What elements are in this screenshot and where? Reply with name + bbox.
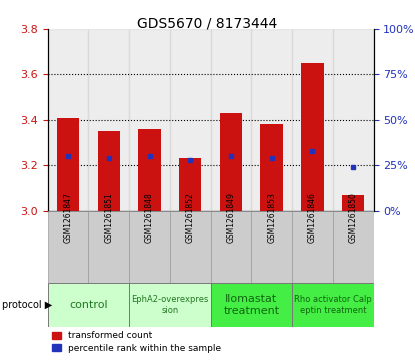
Legend: transformed count, percentile rank within the sample: transformed count, percentile rank withi… <box>52 331 222 353</box>
Bar <box>220 113 242 211</box>
Bar <box>129 29 170 211</box>
Text: control: control <box>69 300 108 310</box>
Text: GSM1261848: GSM1261848 <box>145 192 154 243</box>
Bar <box>333 29 374 211</box>
Text: GSM1261849: GSM1261849 <box>227 192 235 243</box>
Text: Ilomastat
treatment: Ilomastat treatment <box>223 294 279 316</box>
Bar <box>261 124 283 211</box>
FancyBboxPatch shape <box>210 211 251 283</box>
Bar <box>170 29 211 211</box>
Bar <box>138 129 161 211</box>
Text: GSM1261847: GSM1261847 <box>63 192 73 243</box>
Bar <box>301 63 324 211</box>
Text: GSM1261846: GSM1261846 <box>308 192 317 243</box>
Text: GSM1261853: GSM1261853 <box>267 192 276 243</box>
FancyBboxPatch shape <box>48 283 129 327</box>
Text: GSM1261852: GSM1261852 <box>186 192 195 243</box>
Bar <box>98 131 120 211</box>
Bar <box>210 29 251 211</box>
Text: GDS5670 / 8173444: GDS5670 / 8173444 <box>137 16 278 30</box>
FancyBboxPatch shape <box>251 211 292 283</box>
Bar <box>57 118 79 211</box>
Text: GSM1261851: GSM1261851 <box>104 192 113 243</box>
FancyBboxPatch shape <box>170 211 210 283</box>
Bar <box>251 29 292 211</box>
FancyBboxPatch shape <box>292 283 374 327</box>
Text: Rho activator Calp
eptin treatment: Rho activator Calp eptin treatment <box>294 295 372 315</box>
FancyBboxPatch shape <box>210 283 292 327</box>
Bar <box>179 158 201 211</box>
Bar <box>292 29 333 211</box>
FancyBboxPatch shape <box>333 211 374 283</box>
Text: protocol ▶: protocol ▶ <box>2 300 52 310</box>
Text: GSM1261850: GSM1261850 <box>349 192 358 243</box>
Bar <box>342 195 364 211</box>
FancyBboxPatch shape <box>48 211 88 283</box>
FancyBboxPatch shape <box>129 211 170 283</box>
Bar <box>88 29 129 211</box>
FancyBboxPatch shape <box>88 211 129 283</box>
Text: EphA2-overexpres
sion: EphA2-overexpres sion <box>131 295 209 315</box>
Bar <box>48 29 88 211</box>
FancyBboxPatch shape <box>129 283 210 327</box>
FancyBboxPatch shape <box>292 211 333 283</box>
